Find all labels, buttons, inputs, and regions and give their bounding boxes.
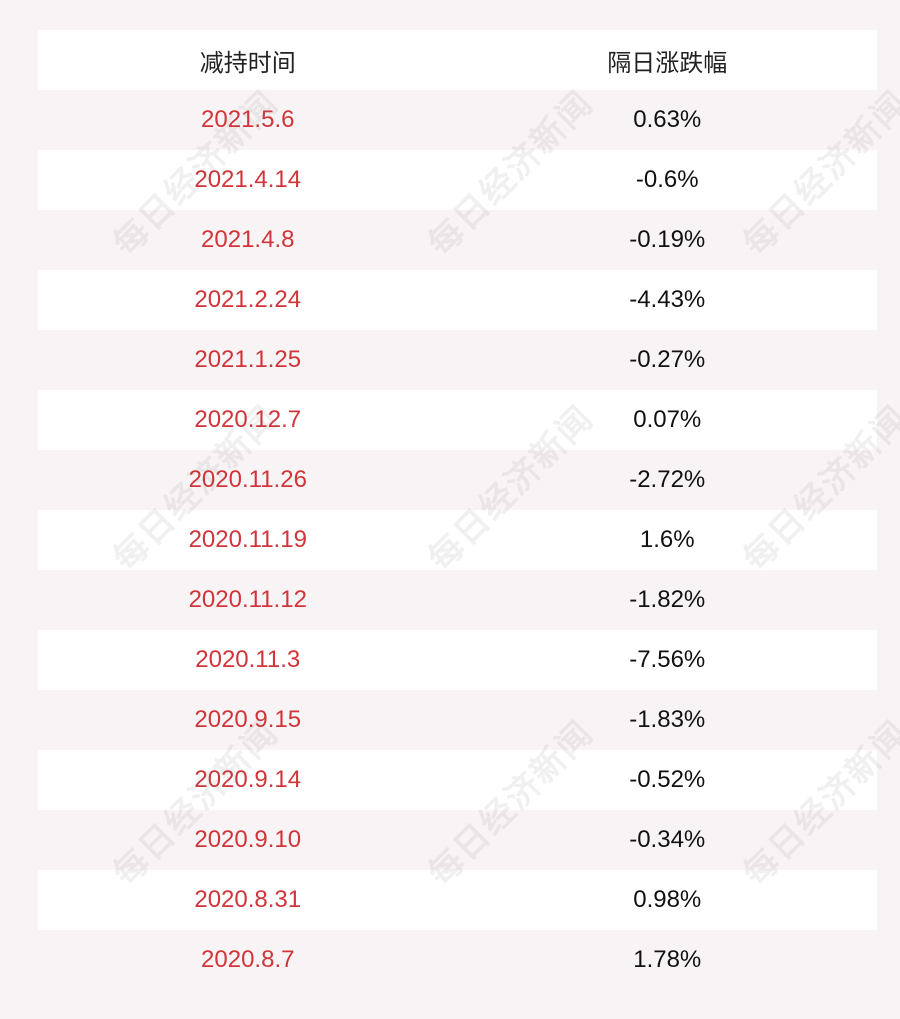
row-date: 2021.2.24 — [194, 286, 302, 313]
table-row: 2020.11.12 -1.82% — [38, 570, 877, 630]
row-date: 2020.11.3 — [195, 646, 301, 673]
row-date: 2020.11.12 — [188, 586, 307, 613]
table-row: 2020.12.7 0.07% — [38, 390, 877, 450]
row-change: -1.82% — [629, 586, 706, 613]
reduction-table: 减持时间 隔日涨跌幅 2021.5.6 0.63% 2021.4.14 -0.6… — [38, 30, 877, 990]
row-change: -0.52% — [629, 766, 706, 793]
row-change: -1.83% — [629, 706, 706, 733]
row-date: 2020.12.7 — [194, 406, 302, 433]
row-date: 2020.8.7 — [201, 946, 295, 973]
row-change: -0.6% — [635, 166, 699, 193]
row-change: -7.56% — [629, 646, 706, 673]
table-row: 2020.9.10 -0.34% — [38, 810, 877, 870]
row-date: 2020.9.15 — [194, 706, 302, 733]
row-change: 0.63% — [633, 106, 702, 133]
row-date: 2021.5.6 — [201, 106, 295, 133]
header-date: 减持时间 — [199, 49, 296, 77]
table-row: 2021.5.6 0.63% — [38, 90, 877, 150]
row-change: 0.98% — [633, 886, 702, 913]
row-change: 1.6% — [639, 526, 695, 553]
header-change: 隔日涨跌幅 — [607, 49, 728, 77]
table-row: 2020.11.3 -7.56% — [38, 630, 877, 690]
table-row: 2020.8.31 0.98% — [38, 870, 877, 930]
table-row: 2020.9.15 -1.83% — [38, 690, 877, 750]
row-date: 2020.8.31 — [194, 886, 302, 913]
row-date: 2020.9.10 — [194, 826, 302, 853]
table-row: 2021.4.8 -0.19% — [38, 210, 877, 270]
table-row: 2021.4.14 -0.6% — [38, 150, 877, 210]
table-row: 2020.9.14 -0.52% — [38, 750, 877, 810]
table-row: 2021.2.24 -4.43% — [38, 270, 877, 330]
row-date: 2020.11.19 — [188, 526, 307, 553]
table-row: 2021.1.25 -0.27% — [38, 330, 877, 390]
row-change: -2.72% — [629, 466, 706, 493]
table-row: 2020.11.26 -2.72% — [38, 450, 877, 510]
table-row: 2020.8.7 1.78% — [38, 930, 877, 990]
row-change: -0.19% — [629, 226, 706, 253]
row-change: -0.34% — [629, 826, 706, 853]
table-header: 减持时间 隔日涨跌幅 — [38, 30, 877, 90]
row-change: -4.43% — [629, 286, 706, 313]
row-date: 2021.4.8 — [201, 226, 295, 253]
row-date: 2020.11.26 — [188, 466, 307, 493]
table-row: 2020.11.19 1.6% — [38, 510, 877, 570]
row-date: 2021.1.25 — [194, 346, 302, 373]
row-date: 2020.9.14 — [194, 766, 302, 793]
row-date: 2021.4.14 — [194, 166, 302, 193]
row-change: 1.78% — [633, 946, 702, 973]
row-change: -0.27% — [629, 346, 706, 373]
row-change: 0.07% — [633, 406, 702, 433]
